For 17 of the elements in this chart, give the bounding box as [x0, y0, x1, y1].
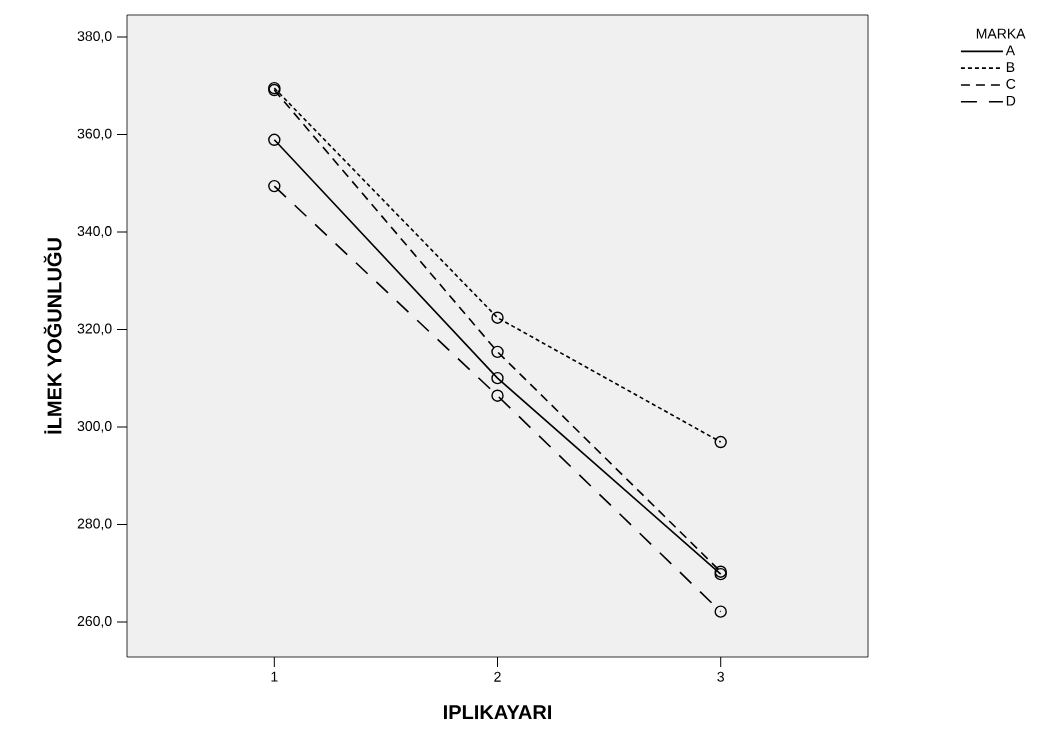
x-tick-label: 3 [717, 671, 724, 682]
y-tick-label: 340,0 [77, 226, 112, 238]
x-tick-label: 2 [494, 671, 501, 682]
y-tick-label: 280,0 [77, 518, 112, 531]
y-tick-label: 320,0 [77, 323, 112, 336]
y-tick-label: 380,0 [77, 31, 112, 43]
y-tick-label: 360,0 [77, 128, 112, 141]
y-tick-label: 300,0 [77, 421, 112, 433]
legend-label: B [1006, 62, 1015, 72]
legend-label: C [1006, 79, 1016, 89]
x-axis-title: IPLIKAYARI [444, 705, 552, 720]
x-tick-label: 1 [271, 671, 278, 682]
y-tick-label: 260,0 [77, 616, 112, 628]
legend-label: A [1005, 45, 1016, 56]
y-axis-title: İLMEK YOĞUNLUĞU [43, 238, 62, 434]
legend-label: D [1006, 95, 1016, 106]
legend-title: MARKA [976, 28, 1026, 39]
